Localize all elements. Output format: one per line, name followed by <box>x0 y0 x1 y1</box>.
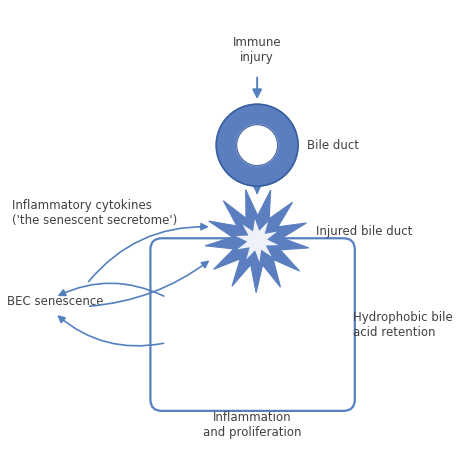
Text: Bile duct: Bile duct <box>307 139 359 152</box>
Circle shape <box>216 104 298 186</box>
FancyArrowPatch shape <box>89 224 207 282</box>
Text: Injured bile duct: Injured bile duct <box>316 225 412 238</box>
Text: Immune
injury: Immune injury <box>233 36 282 64</box>
Text: BEC senescence: BEC senescence <box>7 295 104 308</box>
FancyArrowPatch shape <box>59 283 164 296</box>
FancyArrowPatch shape <box>58 316 164 346</box>
Circle shape <box>237 125 278 166</box>
FancyArrowPatch shape <box>90 261 208 306</box>
Polygon shape <box>236 219 279 262</box>
Text: Inflammatory cytokines
('the senescent secretome'): Inflammatory cytokines ('the senescent s… <box>12 199 177 228</box>
Text: Hydrophobic bile
acid retention: Hydrophobic bile acid retention <box>353 311 452 338</box>
Polygon shape <box>205 190 309 293</box>
Text: Inflammation
and proliferation: Inflammation and proliferation <box>203 411 302 439</box>
